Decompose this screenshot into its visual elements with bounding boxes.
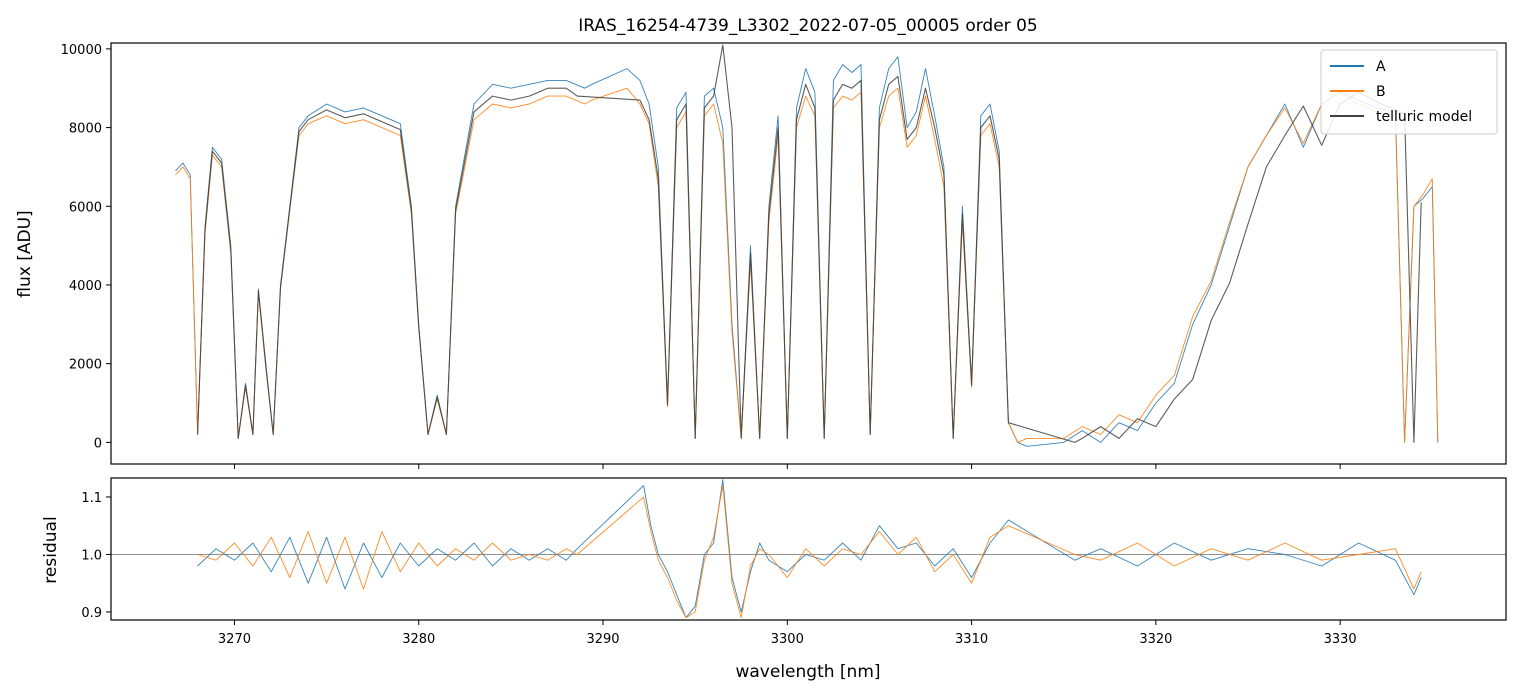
y-tick-label: 1.0 [81,548,102,563]
series-line-telluric-model [197,44,1422,443]
legend-box [1320,49,1498,135]
series-line-b [197,485,1422,619]
chart-title: IRAS_16254-4739_L3302_2022-07-05_00005 o… [578,16,1037,36]
y-tick-label: 6000 [69,200,102,215]
x-tick-label: 3300 [771,632,804,647]
flux-panel: 0 2000 4000 6000 8000 10000 flux [ADU] ABtell… [15,42,1507,469]
x-axis-label: wavelength [nm] [735,662,880,682]
x-tick-label: 3320 [1139,632,1172,647]
y-tick-label: 8000 [69,122,102,137]
legend-label: A [1376,59,1386,75]
residual-panel: 0.9 1.0 1.1 3270 3280 3290 3300 3310 3320 3330 r… [41,477,1507,682]
residual-axes-frame [110,477,1507,621]
x-tick-label: 3290 [586,632,619,647]
y-tick-label: 0 [94,436,102,451]
flux-y-axis-label: flux [ADU] [15,210,35,297]
x-tick-label: 3310 [955,632,988,647]
y-tick-label: 1.1 [81,491,102,506]
series-line-a [175,56,1439,447]
flux-axes-frame [110,42,1507,465]
y-tick-label: 10000 [61,43,102,58]
legend-label: B [1376,84,1386,100]
x-tick-label: 3270 [218,632,251,647]
x-tick-label: 3280 [402,632,435,647]
y-tick-label: 2000 [69,358,102,373]
legend-label: telluric model [1376,109,1472,125]
y-tick-label: 4000 [69,279,102,294]
x-tick-label: 3330 [1324,632,1357,647]
y-tick-label: 0.9 [81,606,102,621]
residual-y-axis-label: residual [41,516,61,583]
